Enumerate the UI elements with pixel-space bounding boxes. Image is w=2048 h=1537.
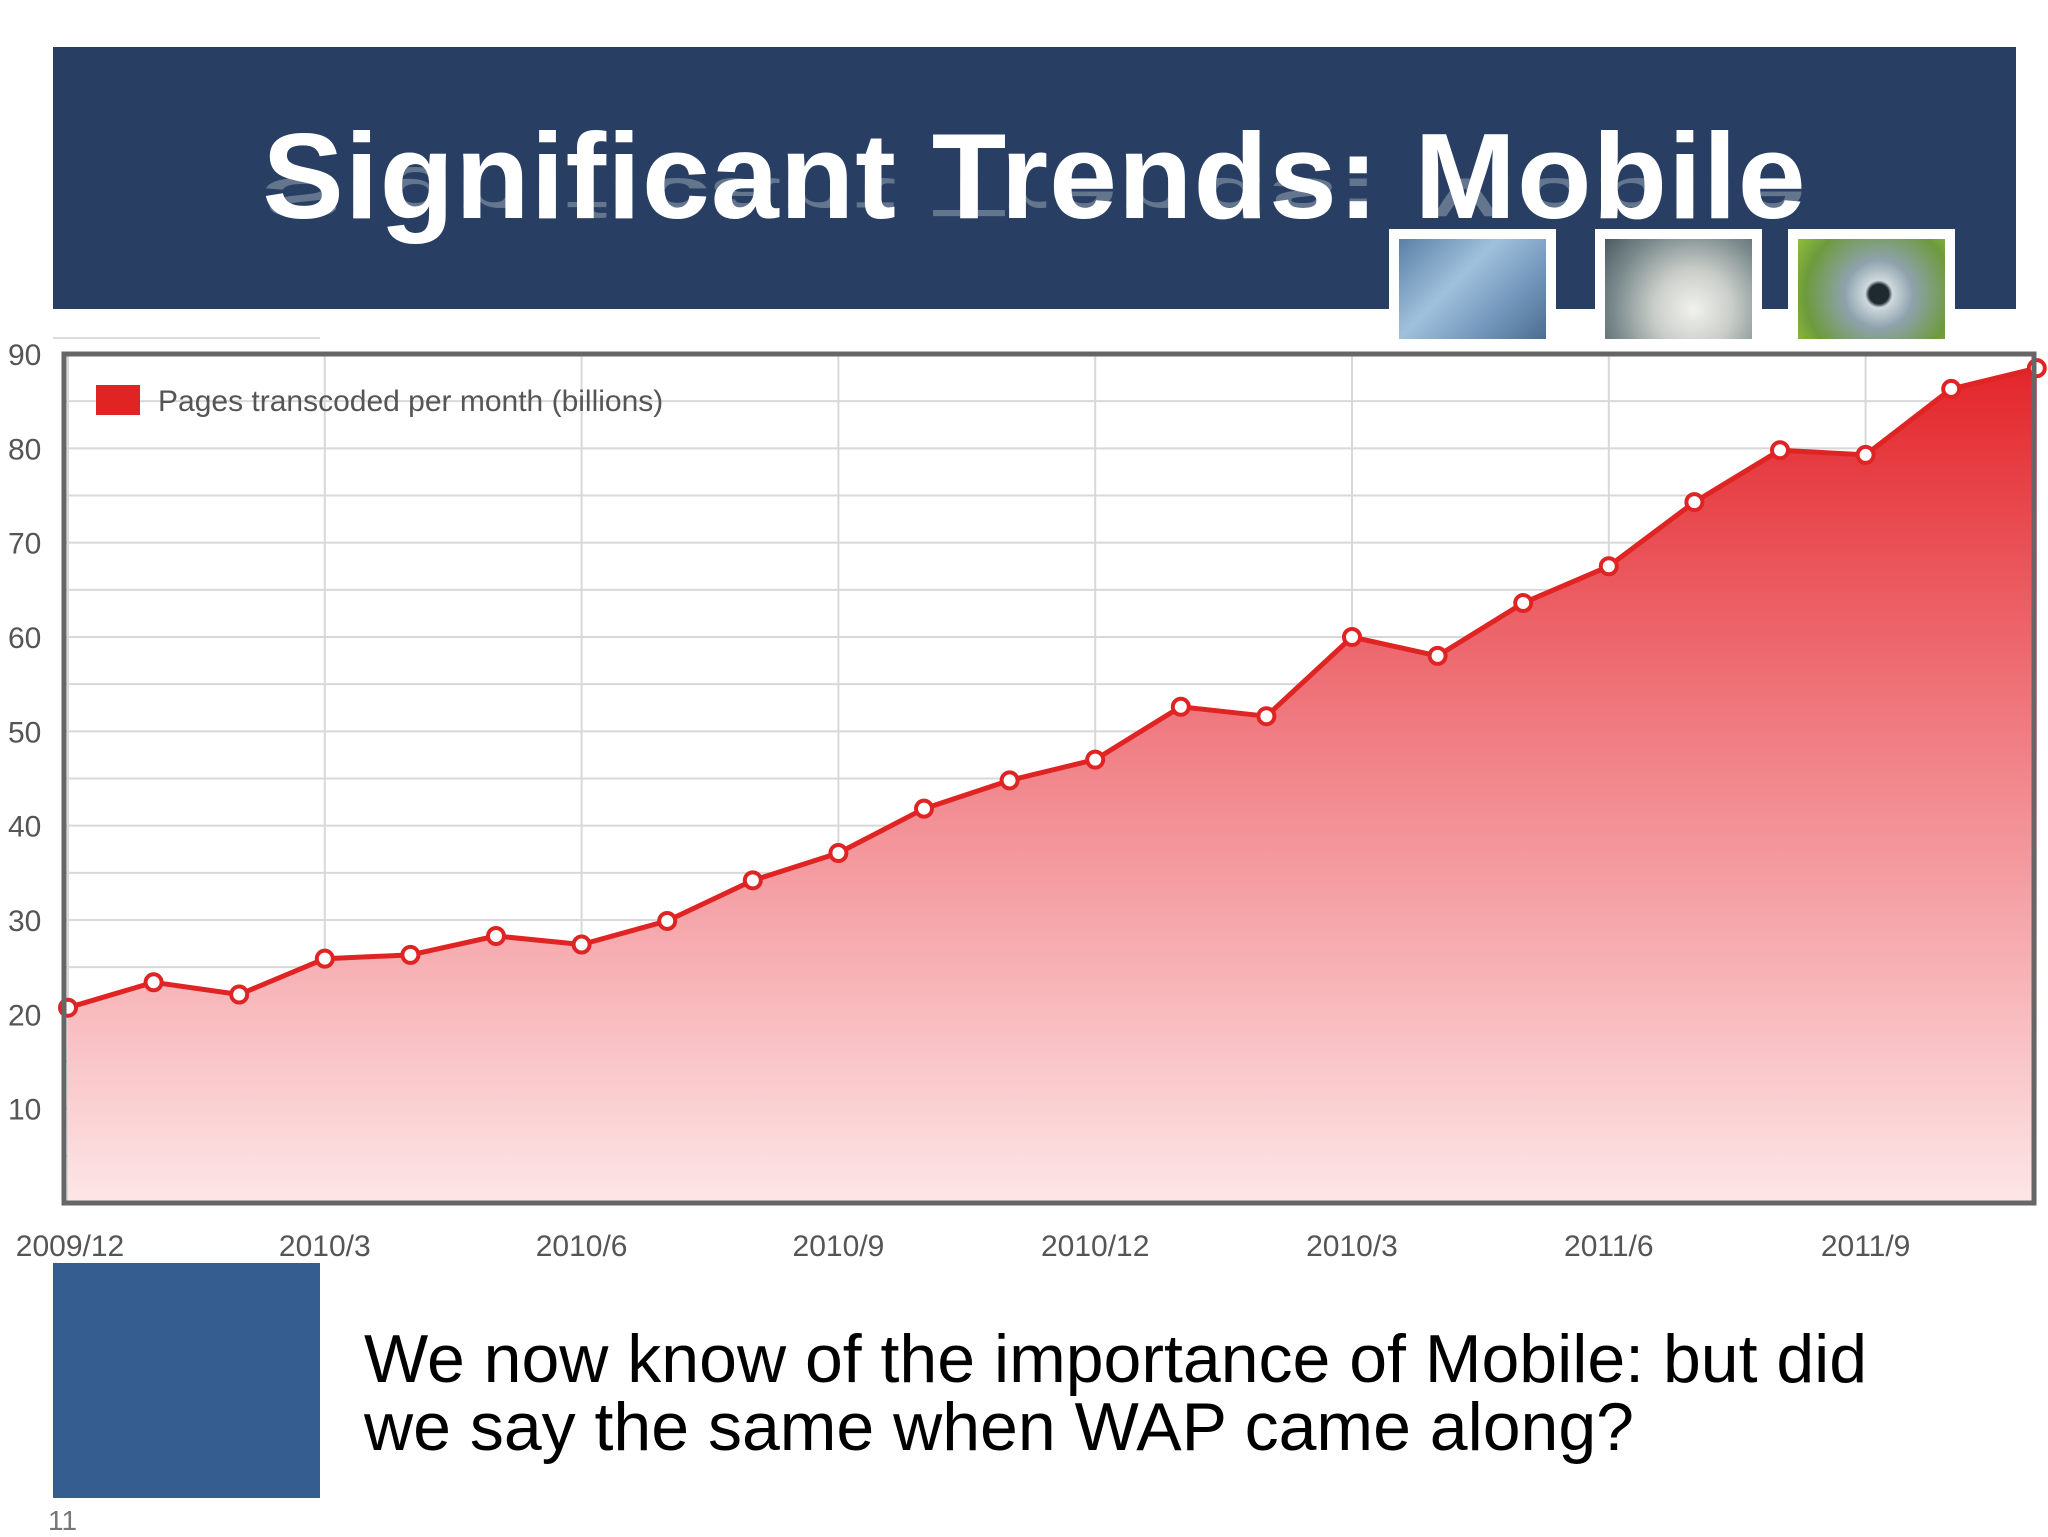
legend-swatch <box>96 385 140 415</box>
data-point <box>1598 556 1619 577</box>
data-point <box>1342 627 1362 647</box>
data-point <box>1256 706 1277 727</box>
x-tick-label: 2009/12 <box>16 1230 124 1263</box>
data-point <box>229 984 250 1005</box>
x-tick-labels: 2009/12 2010/3 2010/6 2010/9 2010/12 2010/3 20… <box>16 1230 1911 1263</box>
legend: Pages transcoded per month (billions) <box>96 385 663 418</box>
data-point <box>1427 645 1448 666</box>
data-point <box>1170 696 1191 717</box>
data-point <box>314 948 335 969</box>
x-tick-label: 2010/3 <box>279 1230 371 1263</box>
data-point <box>1684 492 1705 513</box>
device-photo <box>1595 229 1762 339</box>
data-point <box>657 910 678 931</box>
x-tick-label: 2010/3 <box>1306 1230 1398 1263</box>
data-point <box>2026 358 2047 379</box>
y-tick-label: 40 <box>8 811 41 844</box>
x-tick-label: 2011/6 <box>1564 1230 1654 1263</box>
y-tick-label: 90 <box>8 339 41 372</box>
data-point <box>999 770 1020 791</box>
y-tick-label: 50 <box>8 716 41 749</box>
y-tick-label: 10 <box>8 1094 41 1127</box>
data-point <box>1770 440 1790 461</box>
data-point <box>914 798 934 819</box>
slide-title: Significant Trends: Mobile <box>262 108 1807 244</box>
x-tick-label: 2010/9 <box>793 1230 885 1263</box>
y-tick-label: 60 <box>8 622 41 655</box>
keyboard-photo <box>1389 229 1556 339</box>
data-point <box>143 972 164 993</box>
y-tick-label: 30 <box>8 905 41 938</box>
body-text: We now know of the importance of Mobile:… <box>364 1321 1868 1465</box>
series-line <box>67 365 2038 1011</box>
x-tick-label: 2011/9 <box>1821 1230 1911 1263</box>
data-point <box>1085 749 1106 770</box>
x-tick-label: 2010/6 <box>536 1230 628 1263</box>
divider-rule <box>53 337 320 339</box>
y-tick-label: 80 <box>8 433 41 466</box>
y-tick-labels: 10 20 30 40 50 60 70 80 90 <box>8 339 41 1127</box>
data-point <box>571 934 592 955</box>
camera-lens-photo <box>1788 229 1955 339</box>
legend-label: Pages transcoded per month (billions) <box>158 385 663 418</box>
y-tick-label: 20 <box>8 999 41 1032</box>
plot-frame <box>61 351 2037 1206</box>
data-point <box>1941 378 1962 399</box>
data-point <box>400 944 421 965</box>
header-banner: Significant Trends: Mobile Significant T… <box>53 47 2016 309</box>
data-point <box>1855 444 1876 465</box>
page-number: 11 <box>48 1505 78 1536</box>
footer-box <box>53 1263 320 1498</box>
x-tick-label: 2010/12 <box>1041 1230 1149 1263</box>
data-point <box>828 843 849 864</box>
data-point <box>1513 593 1534 614</box>
series-area <box>68 368 2037 1203</box>
y-tick-label: 70 <box>8 528 41 561</box>
data-points <box>58 358 2047 1018</box>
data-point <box>486 926 506 947</box>
data-point <box>742 870 763 891</box>
